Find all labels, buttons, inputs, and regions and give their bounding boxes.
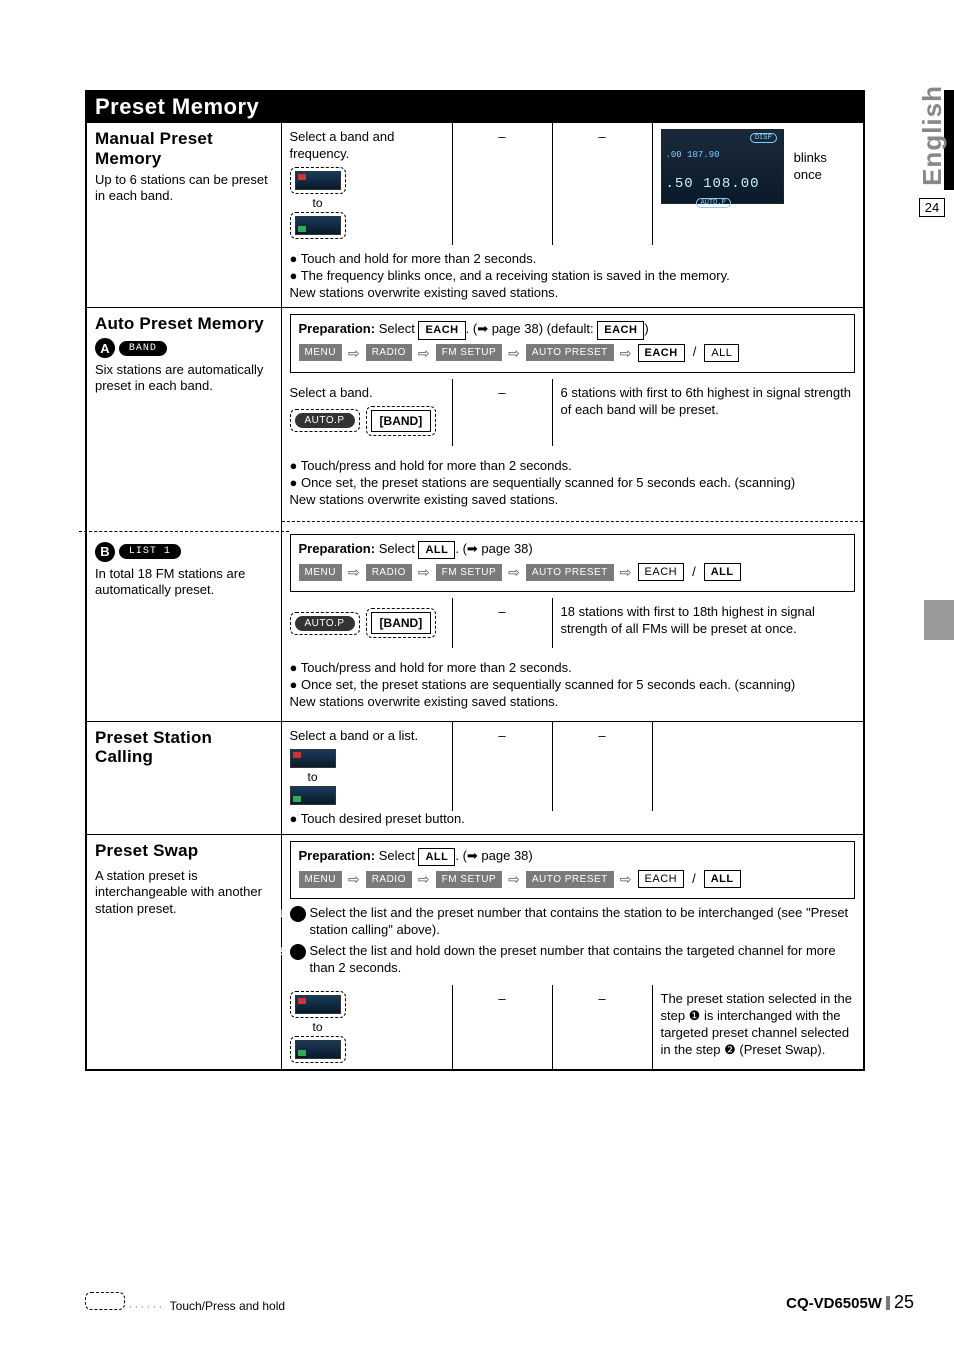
swap-left: Preset Swap A station preset is intercha…	[86, 834, 281, 1070]
lcd-list1: LIST 1	[119, 544, 181, 559]
main-table: Manual Preset Memory Up to 6 stations ca…	[85, 122, 865, 1071]
manual-bullet-1: ● Touch and hold for more than 2 seconds…	[290, 251, 856, 268]
language-label: English	[917, 85, 948, 186]
page-content: Preset Memory Manual Preset Memory Up to…	[85, 90, 865, 1071]
section-header: Preset Memory	[85, 90, 865, 122]
swap-result: The preset station selected in the step …	[652, 985, 864, 1069]
prep-swap: Preparation: Select ALL. (➡ page 38) MEN…	[290, 841, 856, 900]
side-grey-tab	[924, 600, 954, 640]
blinks-label: blinks once	[794, 150, 855, 184]
calling-left: Preset Station Calling	[86, 721, 281, 834]
auto-left: Auto Preset Memory A BAND Six stations a…	[86, 308, 281, 721]
footer-right: CQ-VD6505W25	[786, 1292, 914, 1313]
prep-b: Preparation: Select ALL. (➡ page 38) MEN…	[290, 534, 856, 593]
manual-title: Manual Preset Memory	[95, 129, 273, 168]
footer-legend: ······ Touch/Press and hold	[85, 1292, 885, 1313]
calling-title: Preset Station Calling	[95, 728, 273, 767]
badge-a: A	[95, 338, 115, 358]
lcd-band: BAND	[119, 341, 167, 356]
manual-sub: Up to 6 stations can be preset in each b…	[95, 172, 273, 205]
manual-bullet-2: ● The frequency blinks once, and a recei…	[290, 268, 856, 285]
preset-thumb-stack: to	[290, 167, 346, 239]
calling-right: Select a band or a list. to – – ● Touch …	[281, 721, 864, 834]
manual-right: Select a band and frequency. to – – DISP	[281, 123, 864, 308]
badge-b: B	[95, 542, 115, 562]
prep-a: Preparation: Select EACH. (➡ page 38) (d…	[290, 314, 856, 373]
swap-right: Preparation: Select ALL. (➡ page 38) MEN…	[281, 834, 864, 1070]
manual-left: Manual Preset Memory Up to 6 stations ca…	[86, 123, 281, 308]
swap-sub: A station preset is interchangeable with…	[95, 868, 273, 917]
auto-a-result: 6 stations with first to 6th highest in …	[552, 379, 864, 446]
auto-b-result: 18 stations with first to 18th highest i…	[552, 598, 864, 648]
swap-step-2: 2Select the list and hold down the prese…	[290, 943, 856, 977]
swap-step-1: 1Select the list and the preset number t…	[290, 905, 856, 939]
auto-a-sub: Six stations are automatically preset in…	[95, 362, 273, 395]
swap-title: Preset Swap	[95, 841, 273, 861]
manual-step1: Select a band and frequency.	[290, 129, 444, 163]
side-tab: English 24	[910, 85, 954, 217]
auto-title: Auto Preset Memory	[95, 314, 273, 334]
manual-note: New stations overwrite existing saved st…	[290, 285, 856, 302]
page-ref-chip: 24	[919, 198, 945, 217]
auto-b-sub: In total 18 FM stations are automaticall…	[95, 566, 273, 599]
auto-right: Preparation: Select EACH. (➡ page 38) (d…	[281, 308, 864, 721]
display-panel: DISP .00 107.90 .50 108.00 AUTO.P	[661, 129, 784, 204]
